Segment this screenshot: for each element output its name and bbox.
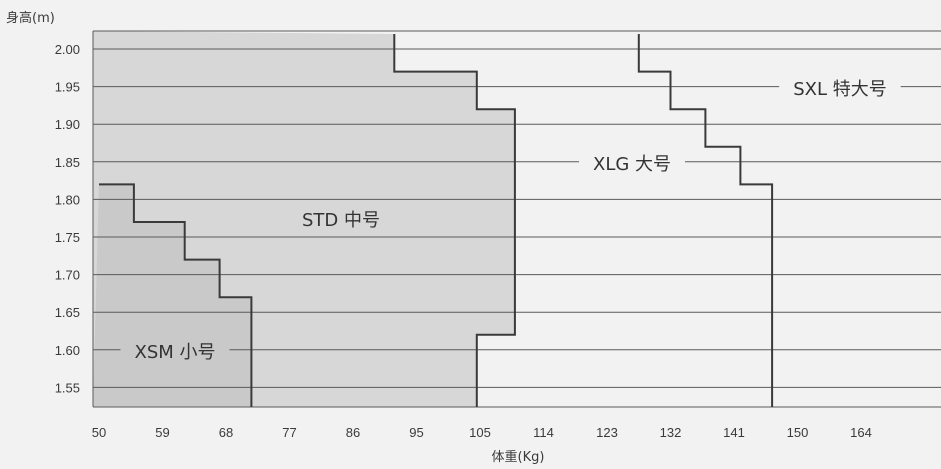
region-label-group: XLG 大号 bbox=[579, 149, 685, 179]
x-tick-label: 132 bbox=[660, 425, 682, 440]
x-axis-title: 体重(Kg) bbox=[492, 449, 545, 465]
x-tick-label: 105 bbox=[469, 425, 491, 440]
y-tick-label: 2.00 bbox=[55, 42, 80, 57]
x-tick-label: 68 bbox=[219, 425, 233, 440]
region-label-group: SXL 特大号 bbox=[779, 74, 901, 104]
x-tick-label: 123 bbox=[596, 425, 618, 440]
y-tick-label: 1.80 bbox=[55, 192, 80, 207]
region-label-group: XSM 小号 bbox=[120, 337, 230, 367]
x-tick-label: 50 bbox=[92, 425, 106, 440]
x-tick-label: 95 bbox=[409, 425, 423, 440]
y-tick-label: 1.60 bbox=[55, 343, 80, 358]
region-label: XSM 小号 bbox=[134, 342, 215, 363]
x-tick-label: 141 bbox=[723, 425, 745, 440]
y-axis-title: 身高(m) bbox=[6, 10, 55, 26]
region-label-knockout bbox=[579, 149, 685, 179]
grid-lines bbox=[92, 30, 941, 408]
y-tick-label: 1.75 bbox=[55, 230, 80, 245]
region-label: SXL 特大号 bbox=[793, 79, 887, 100]
xsm-std-boundary bbox=[99, 183, 253, 407]
region-label-knockout bbox=[779, 74, 901, 104]
x-tick-label: 164 bbox=[850, 425, 872, 440]
y-tick-labels: 2.00 1.95 1.90 1.85 1.80 1.75 1.70 1.65 1.60 1.55 bbox=[55, 42, 80, 395]
x-tick-label: 86 bbox=[346, 425, 360, 440]
y-tick-label: 1.90 bbox=[55, 117, 80, 132]
region-labels: XSM 小号 STD 中号 XLG 大号 SXL 特大号 bbox=[120, 74, 901, 367]
x-tick-label: 77 bbox=[282, 425, 296, 440]
y-tick-label: 1.65 bbox=[55, 305, 80, 320]
y-tick-label: 1.55 bbox=[55, 380, 80, 395]
std-xlg-boundary bbox=[393, 34, 516, 407]
region-label: STD 中号 bbox=[302, 210, 380, 231]
y-tick-label: 1.85 bbox=[55, 155, 80, 170]
region-label-knockout bbox=[120, 337, 230, 367]
x-tick-label: 150 bbox=[787, 425, 809, 440]
region-label: XLG 大号 bbox=[593, 154, 671, 175]
xlg-sxl-boundary bbox=[637, 34, 774, 407]
x-tick-label: 59 bbox=[155, 425, 169, 440]
x-tick-labels: 50 59 68 77 86 95 105 114 123 132 141 150 164 bbox=[92, 425, 872, 440]
y-tick-label: 1.70 bbox=[55, 268, 80, 283]
y-tick-label: 1.95 bbox=[55, 80, 80, 95]
region-boundaries bbox=[99, 34, 774, 407]
region-label-knockout bbox=[288, 205, 394, 235]
x-tick-label: 114 bbox=[533, 425, 554, 440]
region-label-group: STD 中号 bbox=[288, 205, 394, 235]
